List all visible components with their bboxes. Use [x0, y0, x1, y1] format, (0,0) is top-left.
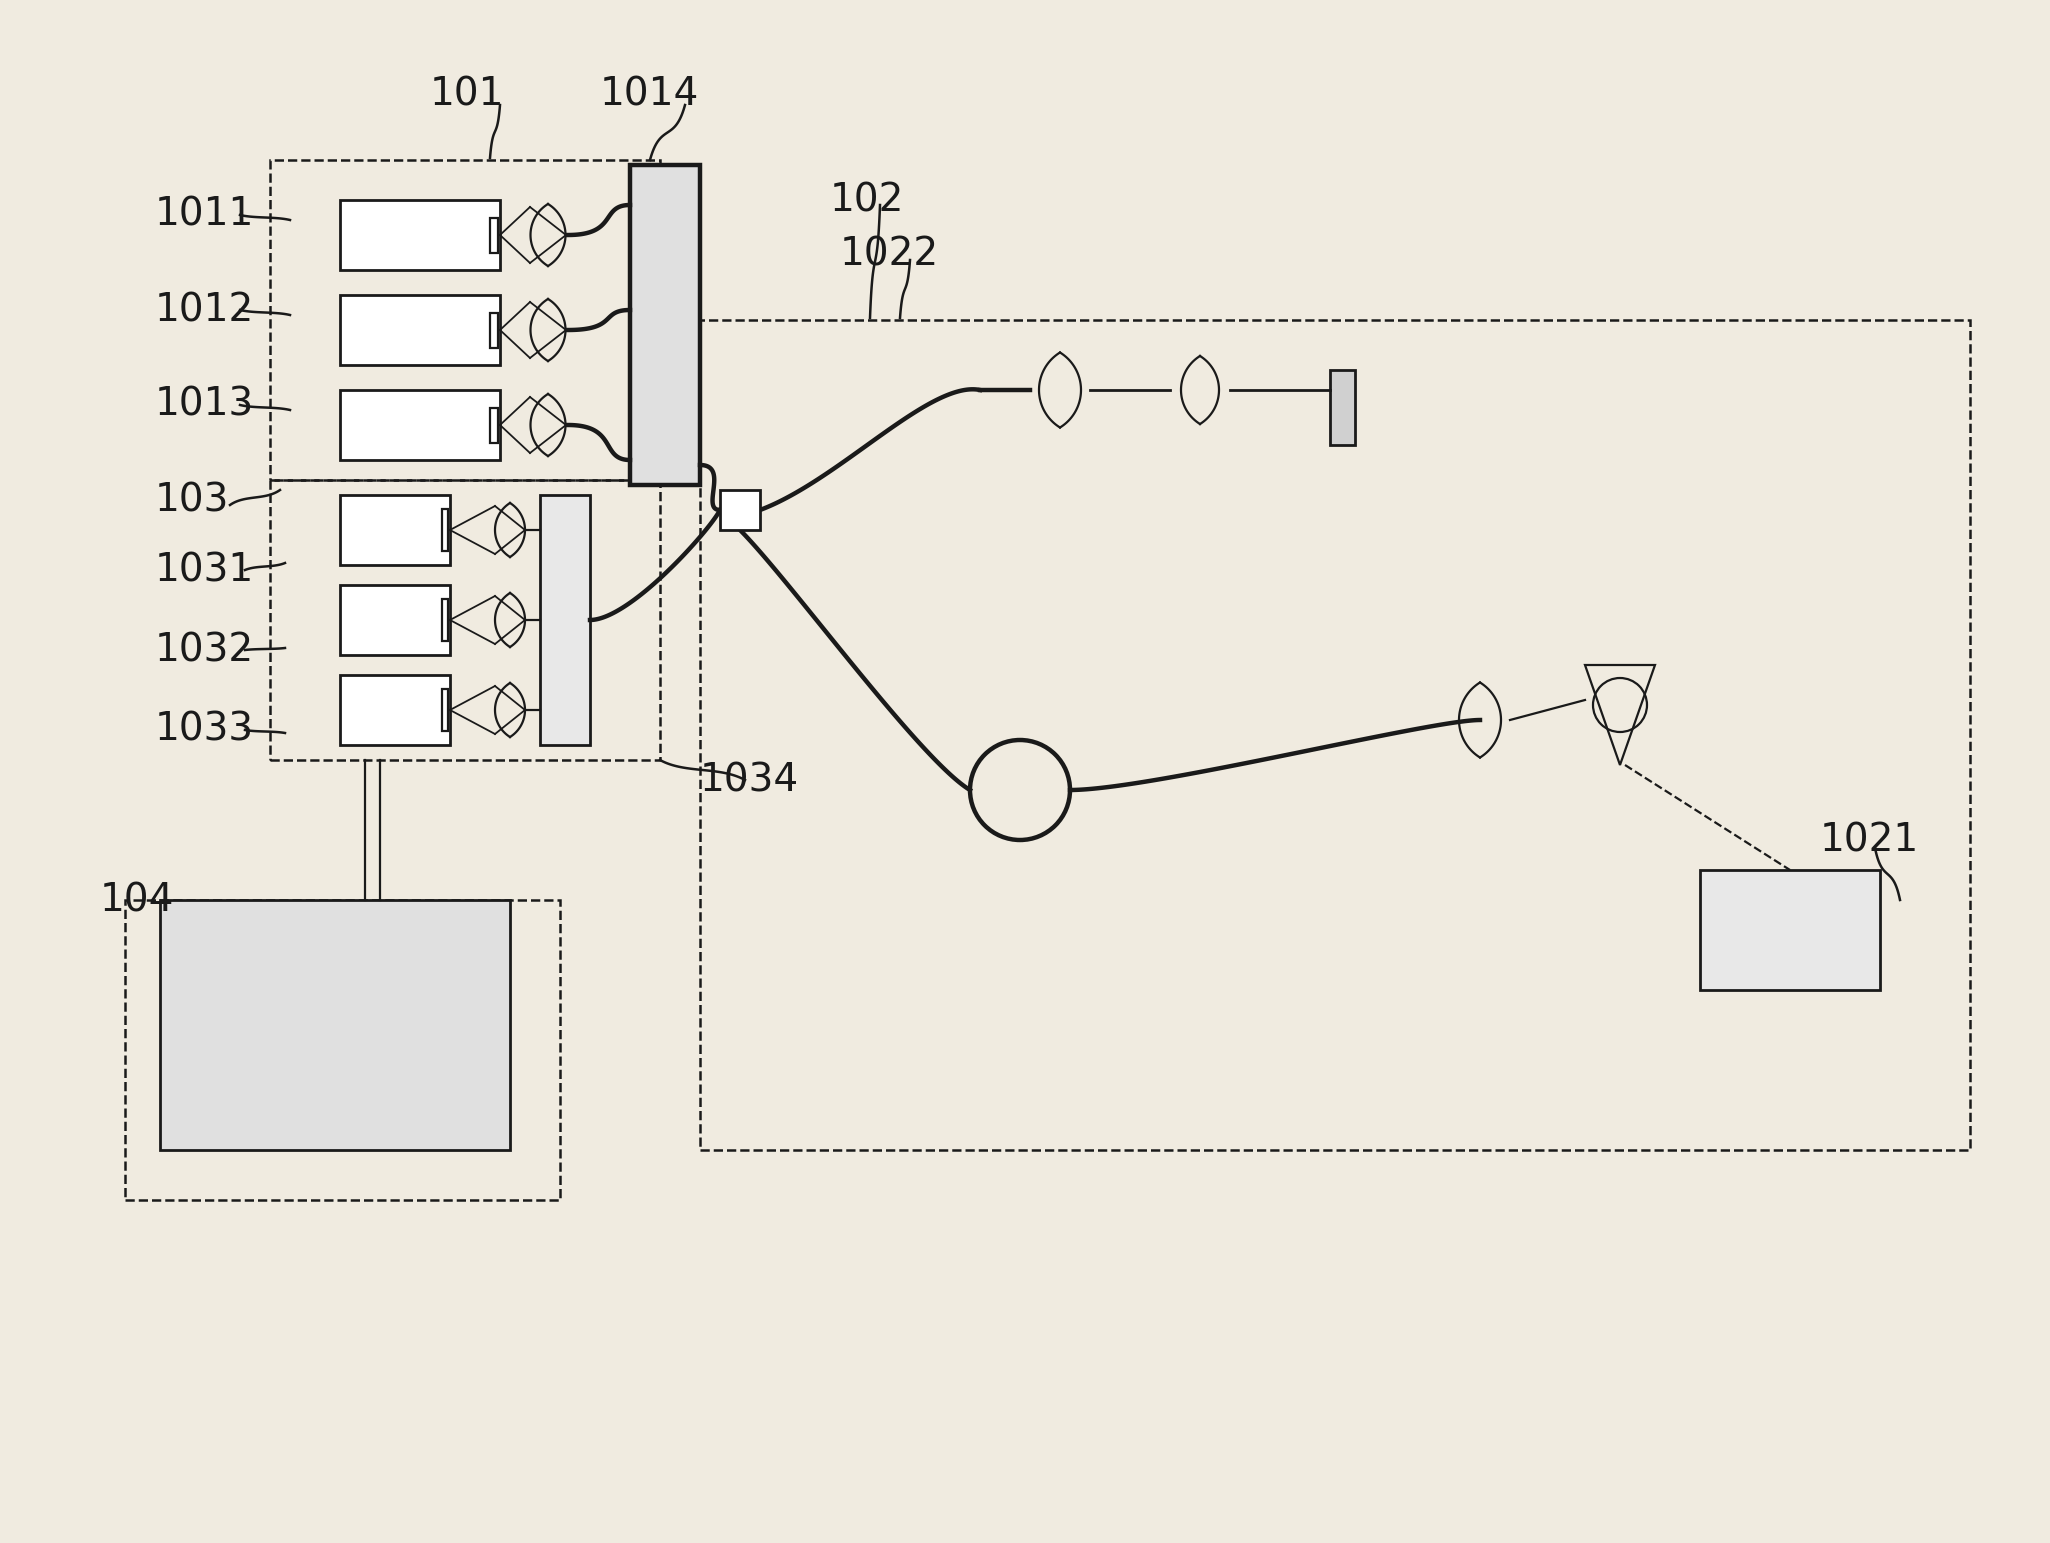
Bar [340, 674, 451, 745]
Bar [125, 900, 560, 1200]
Bar [629, 165, 699, 485]
Text: 1013: 1013 [156, 386, 254, 424]
Bar [490, 407, 498, 443]
Bar [1699, 870, 1880, 991]
Bar [539, 495, 590, 745]
Text: 101: 101 [430, 76, 504, 114]
Text: 103: 103 [156, 481, 230, 518]
Text: 1033: 1033 [156, 711, 254, 748]
Text: 102: 102 [830, 181, 904, 219]
Bar [443, 509, 449, 551]
Bar [720, 491, 761, 529]
Text: 1014: 1014 [601, 76, 699, 114]
Bar [340, 585, 451, 654]
Bar [271, 480, 660, 761]
Bar [443, 690, 449, 731]
Text: 1032: 1032 [156, 631, 254, 670]
Bar [340, 390, 500, 460]
Bar [340, 295, 500, 366]
Bar [271, 160, 660, 480]
Bar [340, 495, 451, 565]
Text: 104: 104 [100, 881, 174, 920]
Text: 1022: 1022 [840, 236, 939, 275]
Bar [160, 900, 510, 1150]
Bar [699, 319, 1970, 1150]
Bar [490, 218, 498, 253]
Text: 1012: 1012 [156, 292, 254, 329]
Bar [443, 599, 449, 640]
Text: 1011: 1011 [156, 196, 254, 235]
Bar [1330, 370, 1355, 444]
Text: 1034: 1034 [699, 761, 800, 799]
Text: 1021: 1021 [1820, 821, 1919, 859]
Bar [340, 201, 500, 270]
Text: 1031: 1031 [156, 551, 254, 589]
Bar [490, 313, 498, 347]
